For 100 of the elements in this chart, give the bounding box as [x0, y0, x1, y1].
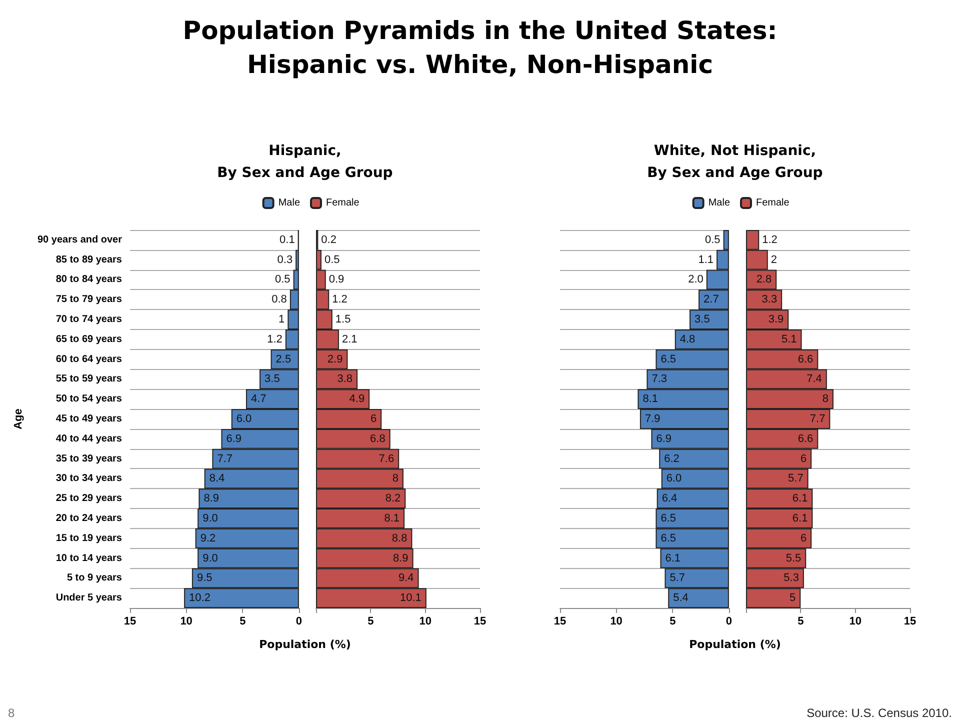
data-label: 6.6 — [798, 353, 814, 366]
data-label: 6.1 — [792, 512, 808, 524]
data-label: 0.5 — [705, 234, 720, 246]
data-label: 9.0 — [202, 512, 218, 524]
x-axis-title: Population (%) — [258, 638, 352, 651]
legend-label: Male — [278, 198, 300, 208]
data-label: 5.3 — [784, 572, 799, 584]
chart-subtitle: White, Not Hispanic, By Sex and Age Group — [646, 142, 824, 183]
y-tick-label: 85 to 89 years — [56, 254, 122, 266]
legend-label: Female — [326, 198, 360, 208]
data-label: 5.7 — [788, 472, 804, 485]
data-label: 0.9 — [328, 274, 344, 286]
y-tick-label: 90 years and over — [38, 234, 122, 246]
data-label: 2.7 — [704, 294, 719, 306]
data-label: 9.0 — [202, 552, 218, 564]
data-label: 8.1 — [642, 393, 658, 406]
data-label: 3.9 — [768, 314, 784, 326]
data-label: 7.3 — [652, 373, 668, 386]
data-label: 0.8 — [272, 294, 287, 306]
data-label: 8.8 — [392, 532, 408, 544]
data-label: 7.7 — [810, 413, 826, 425]
data-label: 6.6 — [798, 432, 814, 445]
y-tick-label: 20 to 24 years — [56, 512, 122, 524]
data-label: 6.8 — [370, 432, 386, 445]
data-label: 6.0 — [236, 413, 252, 425]
data-label: 7.9 — [644, 413, 660, 425]
data-label: 2.8 — [756, 274, 772, 286]
data-label: 2.0 — [688, 274, 704, 286]
y-tick-label: 35 to 39 years — [56, 453, 122, 464]
x-tick-label: 15 — [554, 616, 566, 628]
data-label: 5.7 — [670, 572, 686, 584]
data-label: 6.5 — [660, 532, 676, 544]
data-label: 3.3 — [762, 294, 778, 306]
x-tick-label: 15 — [124, 616, 136, 628]
data-label: 5.4 — [673, 592, 688, 604]
x-tick-label: 5 — [240, 616, 246, 628]
x-tick-label: 0 — [726, 616, 732, 628]
x-tick-label: 5 — [368, 616, 374, 628]
y-tick-label: 45 to 49 years — [56, 414, 122, 424]
data-label: 1 — [278, 314, 285, 326]
data-label: 7.6 — [378, 452, 394, 465]
data-label: 2.9 — [327, 353, 343, 366]
y-tick-label: 80 to 84 years — [56, 274, 122, 286]
data-label: 3.5 — [694, 314, 710, 326]
data-label: 7.4 — [806, 373, 822, 386]
data-label: 8.9 — [393, 552, 408, 564]
y-tick-label: 15 to 19 years — [56, 532, 122, 544]
y-tick-label: 10 to 14 years — [56, 552, 122, 564]
data-label: 10.1 — [400, 592, 422, 604]
data-label: 9.4 — [398, 572, 414, 584]
text: Population Pyramids in the United States: Hispanic vs. White, Non-Hispanic — [182, 15, 778, 81]
x-tick-label: 10 — [610, 616, 622, 628]
x-tick-label: 15 — [474, 616, 486, 628]
y-tick-label: 60 to 64 years — [56, 354, 122, 365]
legend-label: Male — [708, 198, 730, 208]
data-label: 8.1 — [384, 512, 400, 524]
y-tick-label: 50 to 54 years — [56, 394, 122, 405]
data-label: 1.2 — [332, 294, 348, 306]
data-label: 6.0 — [666, 472, 682, 485]
x-axis-title: Population (%) — [688, 638, 782, 651]
data-label: 6.1 — [665, 552, 681, 564]
data-label: 1.2 — [762, 234, 778, 246]
data-label: 7.7 — [217, 452, 233, 465]
x-tick-label: 5 — [670, 616, 676, 628]
chart-subtitle: Hispanic, By Sex and Age Group — [216, 142, 394, 183]
data-label: 9.5 — [196, 572, 212, 584]
data-label: 5.1 — [781, 333, 797, 346]
data-label: 8 — [392, 472, 398, 485]
data-label: 3.8 — [337, 373, 353, 386]
legend-label: Female — [756, 198, 790, 208]
data-label: 0.5 — [275, 274, 290, 286]
data-label: 0.2 — [321, 234, 336, 246]
data-label: 1.5 — [335, 314, 351, 326]
y-tick-label: 30 to 34 years — [56, 473, 122, 484]
data-label: 4.8 — [680, 333, 696, 346]
data-label: 6.9 — [226, 432, 242, 445]
data-label: 3.5 — [264, 373, 280, 386]
data-label: 6.5 — [660, 353, 676, 366]
data-label: 2 — [770, 254, 777, 266]
data-label: 0.1 — [280, 234, 295, 246]
x-tick-label: 10 — [849, 616, 862, 628]
y-tick-label: 5 to 9 years — [66, 572, 122, 584]
data-label: 8.9 — [204, 492, 219, 505]
data-label: 6 — [800, 532, 807, 544]
y-tick-label: 25 to 29 years — [56, 493, 122, 504]
data-label: 6.2 — [664, 452, 680, 465]
data-label: 10.2 — [189, 592, 210, 604]
data-label: 2.5 — [276, 353, 292, 366]
y-axis-title: Age — [12, 408, 24, 430]
y-tick-label: 75 to 79 years — [56, 294, 122, 306]
y-tick-label: 40 to 44 years — [56, 433, 122, 444]
y-tick-label: 65 to 69 years — [56, 334, 122, 345]
y-tick-label: 55 to 59 years — [56, 374, 122, 385]
data-label: 6.9 — [656, 432, 672, 445]
x-tick-label: 15 — [904, 616, 916, 628]
source-note: Source: U.S. Census 2010. — [806, 706, 952, 720]
data-label: 2.1 — [342, 333, 358, 346]
data-label: 0.3 — [277, 254, 293, 266]
data-label: 0.5 — [324, 254, 340, 266]
x-tick-label: 10 — [419, 616, 432, 628]
